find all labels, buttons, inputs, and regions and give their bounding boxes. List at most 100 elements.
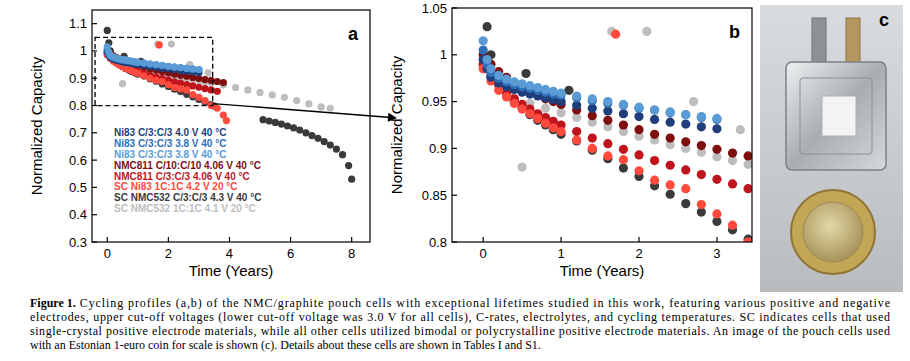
y-tick	[452, 195, 457, 196]
panel-label: b	[729, 22, 740, 42]
point	[603, 151, 612, 160]
point	[541, 85, 550, 94]
y-tick	[92, 50, 97, 51]
legend-entry: Ni83 C/3:C/3 4.0 V 40 °C	[114, 127, 226, 138]
series-points	[479, 46, 722, 124]
point	[214, 88, 221, 95]
point	[666, 134, 675, 143]
point	[689, 97, 698, 106]
point	[681, 184, 690, 193]
y-tick-label: 0.9	[69, 71, 87, 86]
point	[201, 97, 208, 104]
point	[728, 221, 737, 230]
point	[518, 79, 527, 88]
point	[650, 105, 659, 114]
series-points	[479, 50, 752, 168]
point	[104, 27, 111, 34]
point	[611, 30, 620, 39]
point	[305, 100, 312, 107]
x-tick-label: 1	[557, 246, 564, 261]
y-tick-label: 0.8	[69, 98, 87, 113]
y-axis-label: Normalized Capacity	[28, 56, 45, 195]
panel-label: c	[879, 10, 889, 30]
y-tick-label: 0.6	[69, 153, 87, 168]
point	[201, 76, 208, 83]
x-tick	[560, 237, 561, 242]
point	[681, 165, 690, 174]
point	[502, 92, 511, 101]
point	[666, 190, 675, 199]
point	[556, 89, 565, 98]
arrow-head	[388, 113, 397, 122]
point	[119, 80, 126, 87]
x-tick	[229, 237, 230, 242]
point	[266, 117, 273, 124]
point	[619, 101, 628, 110]
point	[321, 138, 328, 145]
point	[256, 89, 263, 96]
point	[681, 137, 690, 146]
point	[272, 119, 279, 126]
y-tick-label: 0.85	[422, 188, 447, 203]
cell-sticker	[822, 96, 856, 136]
point	[697, 113, 706, 122]
point	[744, 237, 752, 242]
point	[284, 122, 291, 129]
point	[556, 127, 565, 136]
point	[744, 151, 752, 160]
y-tick	[92, 187, 97, 188]
point	[223, 117, 230, 124]
points	[479, 8, 752, 242]
x-tick-label: 2	[165, 246, 172, 261]
legend-entry: SC NMC532 1C:1C 4.1 V 20 °C	[114, 203, 256, 214]
point	[666, 161, 675, 170]
y-tick-label: 0.8	[429, 235, 447, 250]
series-points	[104, 41, 230, 124]
x-axis-label: Time (Years)	[189, 262, 274, 279]
y-tick	[452, 101, 457, 102]
point	[171, 63, 178, 70]
legend-entry: SC NMC532 C/3:C/3 4.3 V 40 °C	[114, 192, 261, 203]
point	[549, 123, 558, 132]
point	[556, 108, 565, 117]
point	[681, 110, 690, 119]
point	[697, 122, 706, 131]
point	[518, 104, 527, 113]
point	[293, 97, 300, 104]
point	[159, 78, 166, 85]
series-points	[479, 60, 752, 198]
y-axis-label: Normalized Capacity	[388, 55, 405, 194]
x-tick	[168, 237, 169, 242]
x-tick-label: 0	[480, 246, 487, 261]
series-points	[479, 30, 752, 242]
legend-entry: NMC811 C/3:C/3 4.06 V 40 °C	[114, 171, 250, 182]
point	[208, 77, 215, 84]
point	[619, 163, 628, 172]
point	[214, 78, 221, 85]
y-tick-label: 1	[80, 43, 87, 58]
point	[681, 199, 690, 208]
x-tick	[638, 237, 639, 242]
point	[533, 114, 542, 123]
point	[333, 146, 340, 153]
point	[712, 114, 721, 123]
point	[165, 63, 172, 70]
cell-tab	[846, 18, 860, 68]
point	[214, 105, 221, 112]
x-tick	[107, 237, 108, 242]
point	[345, 162, 352, 169]
point	[712, 115, 721, 124]
point	[339, 151, 346, 158]
point	[208, 86, 215, 93]
series-points	[104, 43, 203, 73]
point	[183, 65, 190, 72]
caption-line: Cycling profiles (a,b) of the NMC/graphi…	[80, 296, 890, 310]
y-tick	[92, 214, 97, 215]
caption-line: with an Estonian 1-euro coin for scale i…	[30, 338, 541, 352]
y-tick	[92, 241, 97, 242]
y-tick-label: 1	[440, 47, 447, 62]
point	[619, 109, 628, 118]
point	[603, 116, 612, 125]
series-points	[479, 36, 722, 123]
point	[146, 61, 153, 68]
